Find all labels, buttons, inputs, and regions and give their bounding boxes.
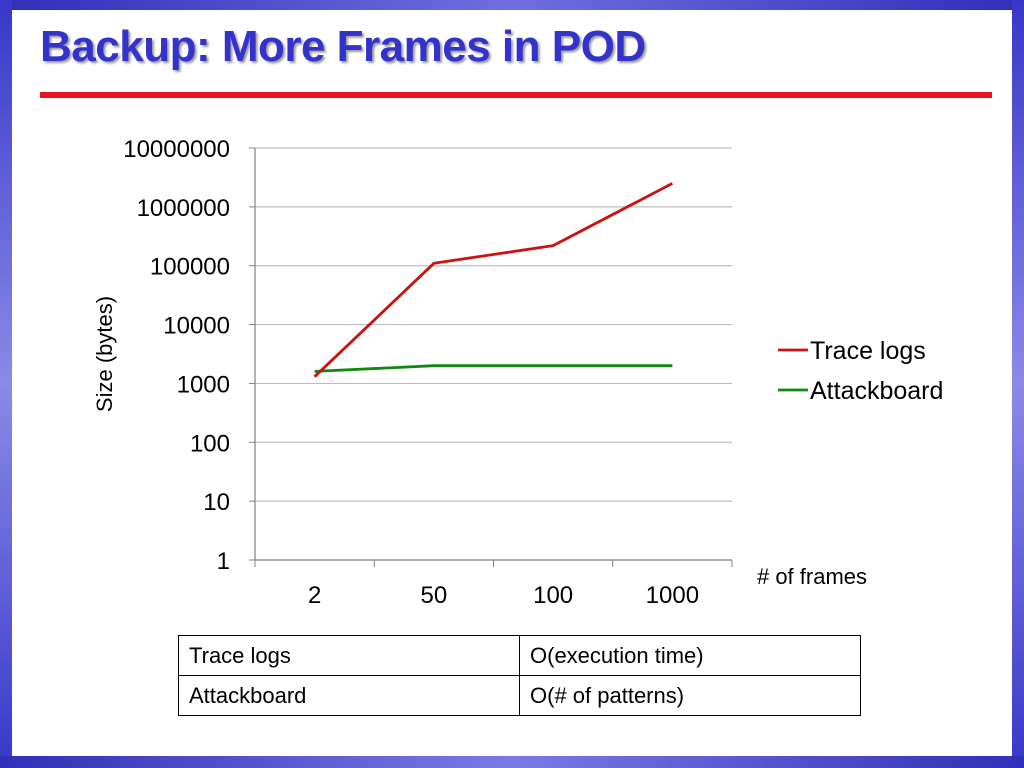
- y-tick-label: 10000000: [123, 136, 230, 163]
- x-tick-label: 100: [533, 582, 573, 609]
- slide-frame-left: [0, 0, 12, 768]
- slide-frame-bottom: [0, 756, 1024, 768]
- x-axis-title: # of frames: [757, 564, 867, 589]
- table-cell: O(# of patterns): [519, 675, 861, 716]
- legend-label: Attackboard: [810, 377, 943, 405]
- slide-title: Backup: More Frames in POD: [40, 22, 646, 71]
- y-tick-label: 1: [217, 548, 230, 575]
- line-chart: 1 10 100 1000 10000 100000 1000000 10000000 2 50 1…: [92, 136, 943, 609]
- table-cell: Attackboard: [178, 675, 520, 716]
- x-tick-label: 1000: [646, 582, 699, 609]
- table-cell: Trace logs: [178, 635, 520, 676]
- complexity-table: Trace logs O(execution time) Attackboard…: [178, 635, 861, 716]
- slide-frame-right: [1012, 0, 1024, 768]
- table-row: Trace logs O(execution time): [178, 635, 861, 676]
- y-tick-label: 100000: [150, 254, 230, 281]
- y-tick-label: 100: [190, 430, 230, 457]
- y-tick-label: 10000: [163, 313, 230, 340]
- series-line: [313, 182, 674, 378]
- y-tick-label: 1000: [177, 371, 230, 398]
- legend-label: Trace logs: [810, 337, 926, 365]
- table-cell: O(execution time): [519, 635, 861, 676]
- y-tick-label: 10: [203, 489, 230, 516]
- title-underline: [40, 92, 992, 98]
- series-line: [314, 364, 673, 373]
- x-tick-label: 50: [421, 582, 448, 609]
- table-row: Attackboard O(# of patterns): [178, 675, 861, 716]
- x-tick-label: 2: [308, 582, 321, 609]
- y-tick-label: 1000000: [137, 195, 230, 222]
- slide-frame-top: [0, 0, 1024, 10]
- y-axis-title: Size (bytes): [92, 296, 117, 412]
